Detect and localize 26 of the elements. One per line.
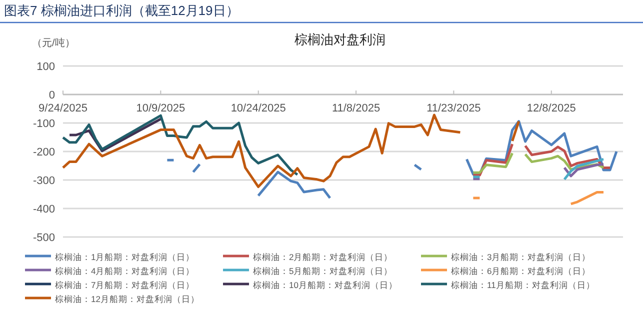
chart-title: 棕榈油对盘利润 (294, 32, 386, 47)
y-tick-label: -100 (32, 118, 55, 130)
y-tick-label: 100 (36, 61, 55, 73)
x-tick-label: 11/23/2025 (426, 102, 481, 114)
legend-label: 棕榈油：12月船期：对盘利润（日） (55, 294, 200, 304)
y-tick-label: 0 (48, 90, 55, 102)
y-axis-title: （元/吨） (32, 37, 75, 49)
y-tick-label: -300 (32, 175, 55, 187)
y-tick-label: -400 (32, 204, 55, 216)
legend-label: 棕榈油：4月船期：对盘利润（日） (55, 266, 195, 276)
y-tick-label: -500 (32, 232, 55, 244)
x-tick-label: 9/24/2025 (38, 102, 88, 114)
x-tick-label: 10/9/2025 (136, 102, 186, 114)
legend-label: 棕榈油：10月船期：对盘利润（日） (253, 280, 398, 290)
legend-label: 棕榈油：2月船期：对盘利润（日） (253, 252, 393, 262)
legend-label: 棕榈油：11月船期：对盘利润（日） (451, 280, 595, 290)
x-tick-label: 12/8/2025 (526, 102, 576, 114)
x-tick-label: 10/24/2025 (230, 102, 286, 114)
legend-label: 棕榈油：5月船期：对盘利润（日） (253, 266, 393, 276)
annotation: 图表7 棕榈油进口利润（截至12月19日） (4, 3, 239, 18)
legend-label: 棕榈油：6月船期：对盘利润（日） (451, 266, 591, 276)
legend-label: 棕榈油：1月船期：对盘利润（日） (55, 252, 195, 262)
legend-label: 棕榈油：7月船期：对盘利润（日） (55, 280, 195, 290)
y-tick-label: -200 (32, 146, 55, 158)
legend-label: 棕榈油：3月船期：对盘利润（日） (451, 252, 591, 262)
x-tick-label: 11/8/2025 (332, 102, 380, 114)
